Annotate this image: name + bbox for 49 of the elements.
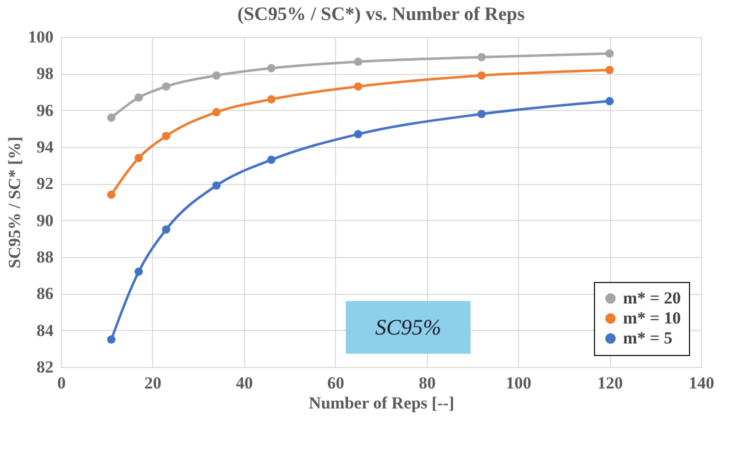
point xyxy=(162,132,170,140)
y-tick-label: 88 xyxy=(36,248,54,266)
legend-label: m* = 5 xyxy=(623,328,672,348)
point xyxy=(354,82,362,91)
x-tick-label: 60 xyxy=(327,374,344,392)
point xyxy=(134,267,143,276)
legend-label: m* = 20 xyxy=(623,288,681,308)
point xyxy=(354,58,362,66)
x-tick-label: 120 xyxy=(597,374,623,392)
point xyxy=(605,49,614,58)
x-tick-label: 140 xyxy=(688,374,714,392)
point xyxy=(605,66,614,74)
y-tick-label: 94 xyxy=(36,138,54,156)
point xyxy=(107,190,116,199)
point xyxy=(162,82,170,91)
y-tick-label: 98 xyxy=(36,64,54,84)
point xyxy=(354,130,362,138)
point xyxy=(212,108,221,116)
y-axis-title: SC95% / SC* [%] xyxy=(5,136,24,268)
point xyxy=(267,95,276,104)
legend-label: m* = 10 xyxy=(623,308,681,328)
y-tick-label: 100 xyxy=(28,28,54,46)
y-tick-label: 92 xyxy=(36,174,54,194)
y-tick-label: 82 xyxy=(36,358,54,376)
x-tick-label: 20 xyxy=(144,374,162,392)
point xyxy=(605,96,614,106)
point xyxy=(477,110,486,118)
x-axis-title: Number of Reps [--] xyxy=(308,394,454,412)
y-tick-label: 96 xyxy=(36,100,54,120)
point xyxy=(212,71,221,80)
point xyxy=(107,113,116,122)
point xyxy=(134,154,143,162)
point xyxy=(477,52,486,62)
point xyxy=(107,335,116,344)
point xyxy=(267,64,276,72)
annotation: SC95% xyxy=(375,314,442,340)
point xyxy=(267,156,276,164)
x-tick-label: 100 xyxy=(506,374,532,392)
chart-title: (SC95% / SC*) vs. Number of Reps xyxy=(237,4,525,25)
y-tick-label: 84 xyxy=(36,320,54,340)
point xyxy=(477,71,486,80)
x-tick-label: 0 xyxy=(57,374,66,392)
point xyxy=(162,225,170,234)
y-tick-label: 90 xyxy=(36,210,54,230)
x-tick-label: 40 xyxy=(236,374,253,392)
point xyxy=(212,181,221,190)
point xyxy=(134,93,143,102)
x-tick-label: 80 xyxy=(418,374,436,392)
y-tick-label: 86 xyxy=(36,284,54,304)
